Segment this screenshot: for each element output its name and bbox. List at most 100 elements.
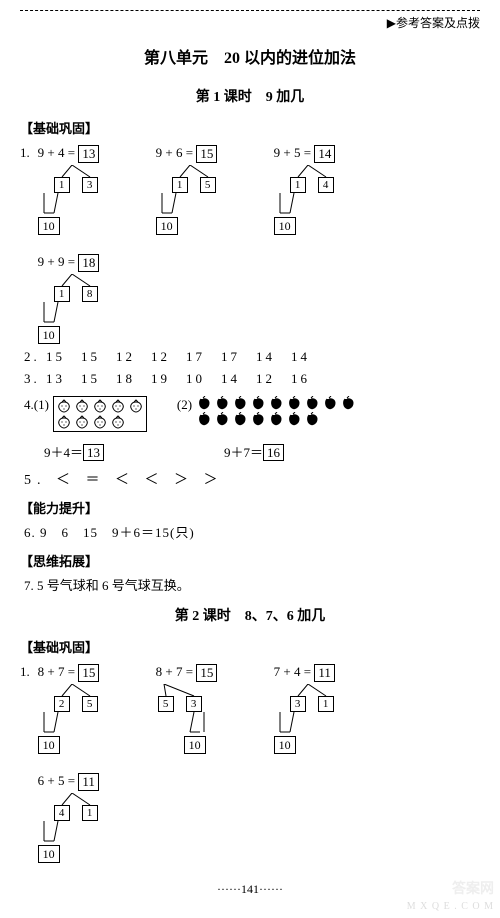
- equals: =: [68, 254, 75, 269]
- ten-box: 10: [38, 845, 60, 863]
- operator: +: [165, 145, 172, 160]
- q7-line: 7. 5 号气球和 6 号气球互换。: [24, 577, 480, 595]
- split-left: 1: [172, 177, 188, 193]
- strawberry-icon: [56, 415, 72, 429]
- operator: +: [47, 664, 54, 679]
- split-right: 5: [200, 177, 216, 193]
- watermark-url: M X Q E . C O M: [407, 900, 494, 914]
- operator: +: [47, 145, 54, 160]
- q1-problem: 9 + 9 = 18 1 8 10: [38, 253, 138, 344]
- split-diagram: 1 5: [164, 165, 224, 193]
- split-right: 1: [82, 805, 98, 821]
- split-left: 5: [158, 696, 174, 712]
- split-diagram: 1 8: [46, 274, 106, 302]
- answer-box: 15: [78, 664, 99, 682]
- q4-eq-1: 9＋4＝13: [44, 444, 104, 462]
- compare-op: ＞: [174, 473, 194, 488]
- operand-b: 5: [58, 773, 65, 788]
- answer-box: 13: [83, 444, 104, 461]
- compare-op: ＜: [56, 473, 76, 488]
- pepper-icon: [250, 396, 266, 410]
- operator: +: [47, 773, 54, 788]
- header-label: 参考答案及点拨: [396, 16, 480, 30]
- compare-op: ＞: [204, 473, 224, 488]
- split-left: 3: [290, 696, 306, 712]
- pepper-icon: [340, 396, 356, 410]
- split-diagram: 4 1: [46, 793, 106, 821]
- equals: =: [68, 664, 75, 679]
- pepper-icon: [196, 412, 212, 426]
- equals: =: [186, 664, 193, 679]
- q1-problem: 6 + 5 = 11 4 1 10: [38, 772, 138, 863]
- strawberry-icon: [110, 415, 126, 429]
- q2-line: 2. 15 15 12 12 17 17 14 14: [24, 348, 480, 366]
- split-right: 1: [318, 696, 334, 712]
- operand-b: 4: [294, 664, 301, 679]
- ten-box: 10: [184, 736, 206, 754]
- strawberry-icon: [74, 415, 90, 429]
- operand-b: 4: [58, 145, 65, 160]
- operator: +: [283, 664, 290, 679]
- eq-lhs: 9＋4＝: [44, 445, 83, 460]
- ten-box: 10: [274, 736, 296, 754]
- answer-box: 15: [196, 145, 217, 163]
- strawberry-icon: [74, 399, 90, 413]
- operand-a: 9: [38, 254, 45, 269]
- q4-group-2: (2): [177, 396, 356, 426]
- pepper-icon: [214, 412, 230, 426]
- answer-box: 18: [78, 254, 99, 272]
- operand-b: 6: [176, 145, 183, 160]
- equals: =: [68, 773, 75, 788]
- unit-title: 第八单元 20 以内的进位加法: [20, 48, 480, 70]
- down-connector: [276, 712, 306, 736]
- watermark-logo: 答案网: [452, 880, 494, 900]
- split-right: 4: [318, 177, 334, 193]
- split-diagram: 2 5: [46, 684, 106, 712]
- q5-prefix: 5.: [24, 473, 47, 488]
- split-left: 2: [54, 696, 70, 712]
- equals: =: [186, 145, 193, 160]
- operand-a: 8: [38, 664, 45, 679]
- ten-box: 10: [274, 217, 296, 235]
- ten-box: 10: [156, 217, 178, 235]
- pepper-icon: [196, 396, 212, 410]
- pepper-icon: [232, 396, 248, 410]
- q1-problem: 7 + 4 = 11 3 1 10: [274, 663, 374, 754]
- pepper-icon: [286, 412, 302, 426]
- split-left: 1: [54, 286, 70, 302]
- q1-problem: 8 + 7 = 15 5 3 10: [156, 663, 256, 754]
- split-left: 1: [290, 177, 306, 193]
- pepper-icon: [250, 412, 266, 426]
- split-left: 1: [54, 177, 70, 193]
- section-basic-2: 【基础巩固】: [20, 639, 480, 657]
- answer-box: 14: [314, 145, 335, 163]
- q4-row: 4.(1) (2): [24, 396, 480, 432]
- section-think-1: 【思维拓展】: [20, 553, 480, 571]
- strawberry-icon: [110, 399, 126, 413]
- down-connector: [40, 193, 70, 217]
- pepper-icon: [322, 396, 338, 410]
- compare-op: ＜: [145, 473, 165, 488]
- equals: =: [304, 664, 311, 679]
- answer-box: 11: [314, 664, 335, 682]
- q4-label-1: 4.(1): [24, 396, 49, 414]
- operand-b: 7: [176, 664, 183, 679]
- l2-q1-prefix: 1.: [20, 663, 34, 681]
- l2-q1-problems: 8 + 7 = 15 2 5 10 8: [38, 663, 480, 863]
- split-diagram: 5 3: [150, 684, 210, 712]
- split-right: 3: [82, 177, 98, 193]
- split-diagram: 1 3: [46, 165, 106, 193]
- pepper-icon: [268, 396, 284, 410]
- equals: =: [68, 145, 75, 160]
- section-basic-1: 【基础巩固】: [20, 120, 480, 138]
- split-diagram: 1 4: [282, 165, 342, 193]
- lesson2-title: 第 2 课时 8、7、6 加几: [20, 607, 480, 627]
- equals: =: [304, 145, 311, 160]
- header-right: ▶参考答案及点拨: [20, 15, 480, 32]
- compare-op: ＜: [115, 473, 135, 488]
- operand-a: 6: [38, 773, 45, 788]
- operator: +: [47, 254, 54, 269]
- pepper-icon: [304, 396, 320, 410]
- answer-box: 16: [263, 444, 284, 461]
- answer-box: 15: [196, 664, 217, 682]
